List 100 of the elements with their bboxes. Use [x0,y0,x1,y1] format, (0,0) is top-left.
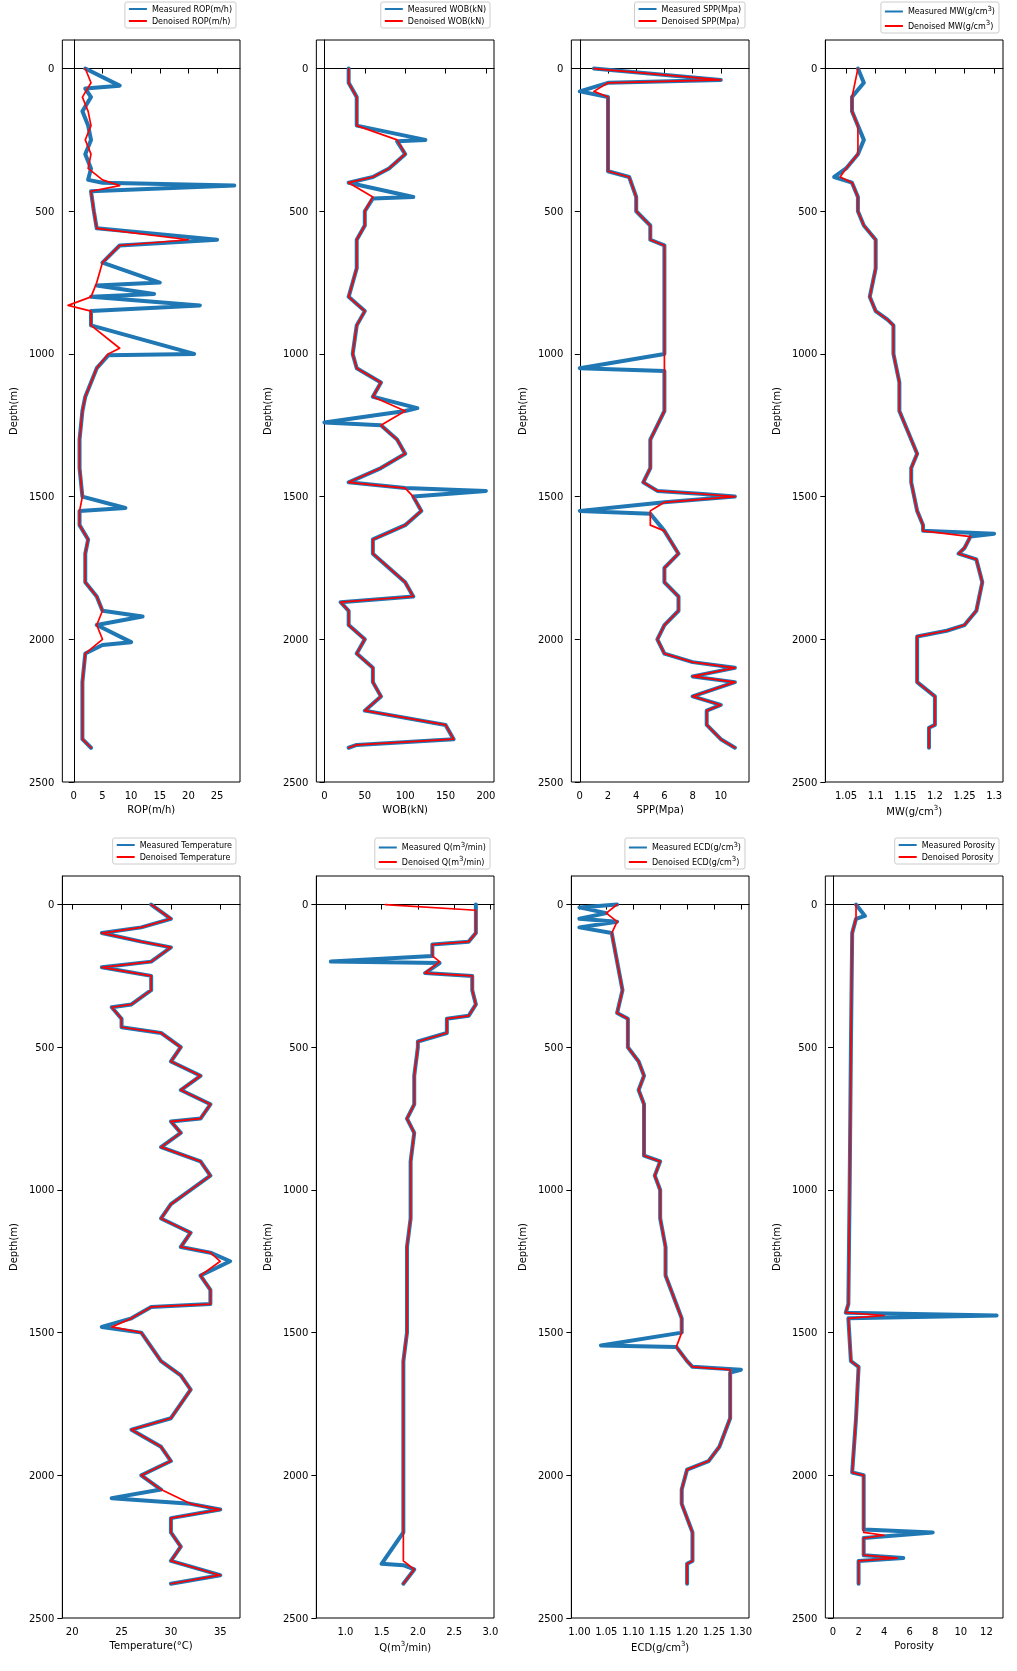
y-tick-label: 0 [810,63,818,75]
y-tick-label: 2500 [283,1612,309,1623]
legend-label: Measured ROP(m/h) [151,4,233,14]
y-tick-label: 1500 [791,491,818,503]
y-tick-label: 2500 [537,1612,563,1623]
x-tick-label: 1.15 [648,1625,671,1636]
x-tick-label: 2.0 [410,1625,427,1636]
legend-label: Denoised Porosity [921,852,994,861]
y-tick-label: 2500 [283,776,309,788]
y-tick-label: 500 [543,1041,563,1053]
x-tick-label: 1.30 [729,1625,752,1636]
legend-label: Measured SPP(Mpa) [661,4,741,14]
x-tick-label: 20 [65,1625,79,1636]
y-tick-label: 1000 [537,1183,563,1195]
x-tick-label: 1.5 [373,1625,390,1636]
y-axis-title: Depth(m) [7,386,19,436]
y-tick-label: 500 [289,205,309,217]
legend-label: Denoised WOB(kN) [408,16,485,26]
y-tick-label: 0 [810,898,818,910]
y-tick-label: 500 [798,1041,818,1053]
y-tick-label: 2000 [537,633,563,645]
y-tick-label: 0 [556,63,563,75]
y-tick-label: 1500 [283,1326,309,1338]
x-tick-label: 1.05 [594,1625,617,1636]
y-tick-label: 2000 [28,1469,55,1481]
y-tick-label: 2000 [537,1469,563,1481]
y-axis-title: Depth(m) [261,1222,273,1271]
y-axis-title: Depth(m) [261,386,273,436]
x-tick-label: 1.10 [621,1625,644,1636]
y-tick-label: 0 [302,898,309,910]
x-tick-label: 3.0 [482,1625,499,1636]
x-tick-label: 1.3 [985,789,1002,801]
x-tick-label: 0 [70,789,77,801]
x-tick-label: 2 [604,789,611,801]
x-axis-title: Porosity [894,1639,934,1651]
y-tick-label: 1000 [28,1183,55,1195]
y-tick-label: 1000 [791,1183,818,1195]
y-tick-label: 2000 [791,1469,818,1481]
x-tick-label: 0 [321,789,328,801]
y-tick-label: 2500 [537,776,563,788]
y-tick-label: 1000 [283,1183,309,1195]
x-tick-label: 0 [576,789,583,801]
x-tick-label: 1.0 [337,1625,354,1636]
x-tick-label: 150 [436,789,456,801]
x-tick-label: 15 [153,789,167,801]
y-tick-label: 0 [556,898,563,910]
y-tick-label: 1500 [283,491,309,503]
x-tick-label: 10 [124,789,138,801]
x-tick-label: 4 [880,1625,888,1636]
y-tick-label: 1000 [283,348,309,360]
x-tick-label: 1.15 [893,789,917,801]
x-tick-label: 4 [632,789,639,801]
x-tick-label: 50 [358,789,372,801]
x-tick-label: 12 [979,1625,993,1636]
y-tick-label: 500 [289,1041,309,1053]
x-tick-label: 1.25 [953,789,976,801]
y-tick-label: 500 [35,1041,55,1053]
x-axis-title: SPP(Mpa) [636,804,684,816]
y-tick-label: 1500 [537,1326,563,1338]
y-axis-title: Depth(m) [770,1222,782,1271]
legend-label: Denoised ROP(m/h) [151,16,231,26]
x-tick-label: 5 [99,789,106,801]
x-tick-label: 25 [115,1625,128,1636]
y-tick-label: 2000 [283,633,309,645]
y-tick-label: 500 [35,205,55,217]
x-axis-title: WOB(kN) [382,804,429,816]
y-tick-label: 1000 [537,348,563,360]
y-tick-label: 2500 [28,776,55,788]
x-tick-label: 10 [954,1625,967,1636]
x-tick-label: 1.05 [834,789,857,801]
x-tick-label: 1.2 [926,789,943,801]
x-tick-label: 0 [829,1625,836,1636]
y-tick-label: 1000 [28,348,55,360]
y-axis-title: Depth(m) [516,1222,527,1271]
legend-label: Measured Porosity [921,840,996,849]
y-tick-label: 0 [302,63,309,75]
y-tick-label: 2000 [28,633,55,645]
x-tick-label: 30 [164,1625,178,1636]
y-tick-label: 1500 [28,491,55,503]
y-tick-label: 2500 [791,1612,818,1623]
y-tick-label: 2500 [791,776,818,788]
y-tick-label: 0 [47,63,55,75]
x-tick-label: 100 [395,789,415,801]
x-tick-label: 2.5 [446,1625,463,1636]
y-tick-label: 1500 [537,491,563,503]
y-tick-label: 1500 [28,1326,55,1338]
y-axis-title: Depth(m) [516,386,527,436]
legend-label: Measured Temperature [139,840,233,849]
x-tick-label: 35 [213,1625,227,1636]
x-tick-label: 1.1 [867,789,884,801]
x-tick-label: 6 [660,789,668,801]
y-tick-label: 0 [47,898,55,910]
y-tick-label: 2000 [791,633,818,645]
x-tick-label: 1.00 [567,1625,591,1636]
x-tick-label: 25 [210,789,224,801]
x-tick-label: 6 [906,1625,913,1636]
y-axis-title: Depth(m) [7,1222,19,1271]
x-tick-label: 2 [855,1625,862,1636]
legend-label: Denoised SPP(Mpa) [661,16,739,26]
x-axis-title: ROP(m/h) [127,804,176,816]
